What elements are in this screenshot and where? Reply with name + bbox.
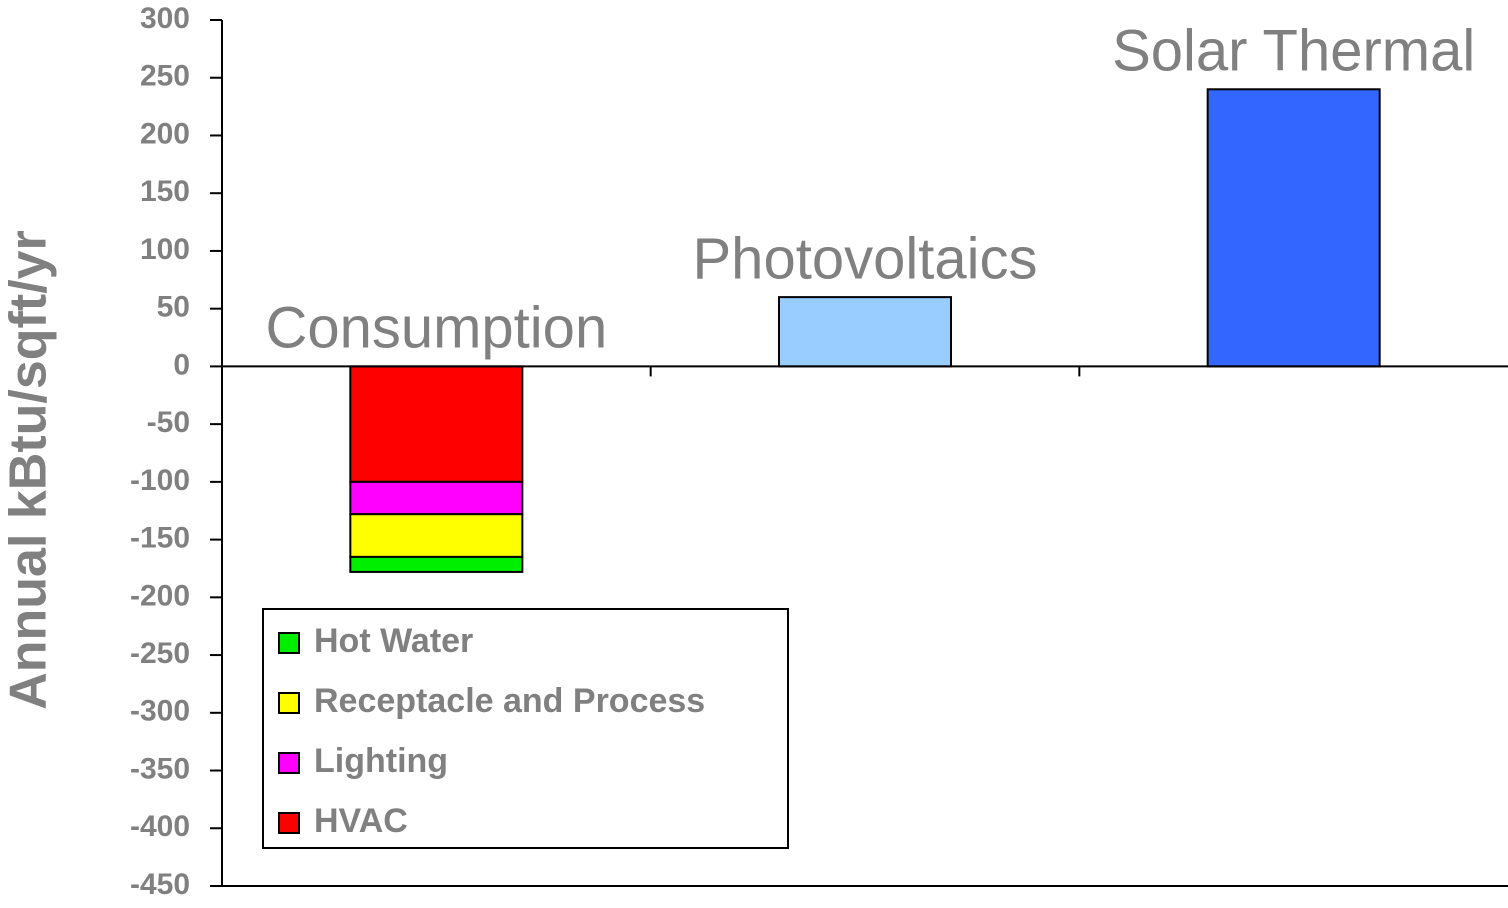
bar	[1206, 88, 1381, 368]
bar-segment	[349, 365, 524, 483]
y-tick-label: -400	[130, 810, 190, 843]
y-tick-label: -150	[130, 522, 190, 555]
legend-label: Receptacle and Process	[314, 682, 705, 720]
category-label: Consumption	[265, 296, 607, 361]
y-tick-label: 50	[157, 291, 190, 324]
bar-segment	[349, 555, 524, 573]
bar-segment	[349, 513, 524, 558]
legend-swatch	[278, 752, 300, 774]
legend-label: HVAC	[314, 802, 408, 840]
y-tick-label: 200	[140, 117, 190, 150]
y-tick-label: 150	[140, 175, 190, 208]
legend-box	[262, 608, 789, 849]
y-tick-label: 100	[140, 233, 190, 266]
legend-swatch	[278, 812, 300, 834]
legend-swatch	[278, 632, 300, 654]
category-label: Photovoltaics	[693, 226, 1038, 291]
y-tick-label: -100	[130, 464, 190, 497]
legend-label: Hot Water	[314, 622, 473, 660]
y-tick-label: -450	[130, 868, 190, 901]
y-tick-label: 0	[173, 348, 190, 381]
y-axis-title: Annual kBtu/sqft/yr	[0, 230, 58, 710]
category-label: Solar Thermal	[1112, 19, 1475, 84]
y-tick-label: -300	[130, 695, 190, 728]
y-tick-label: 300	[140, 2, 190, 35]
bar-segment	[349, 480, 524, 516]
y-tick-label: -200	[130, 579, 190, 612]
legend-label: Lighting	[314, 742, 448, 780]
legend-swatch	[278, 692, 300, 714]
y-tick-label: -50	[147, 406, 190, 439]
y-tick-label: -350	[130, 752, 190, 785]
y-tick-label: 250	[140, 60, 190, 93]
y-tick-label: -250	[130, 637, 190, 670]
bar	[778, 296, 952, 368]
